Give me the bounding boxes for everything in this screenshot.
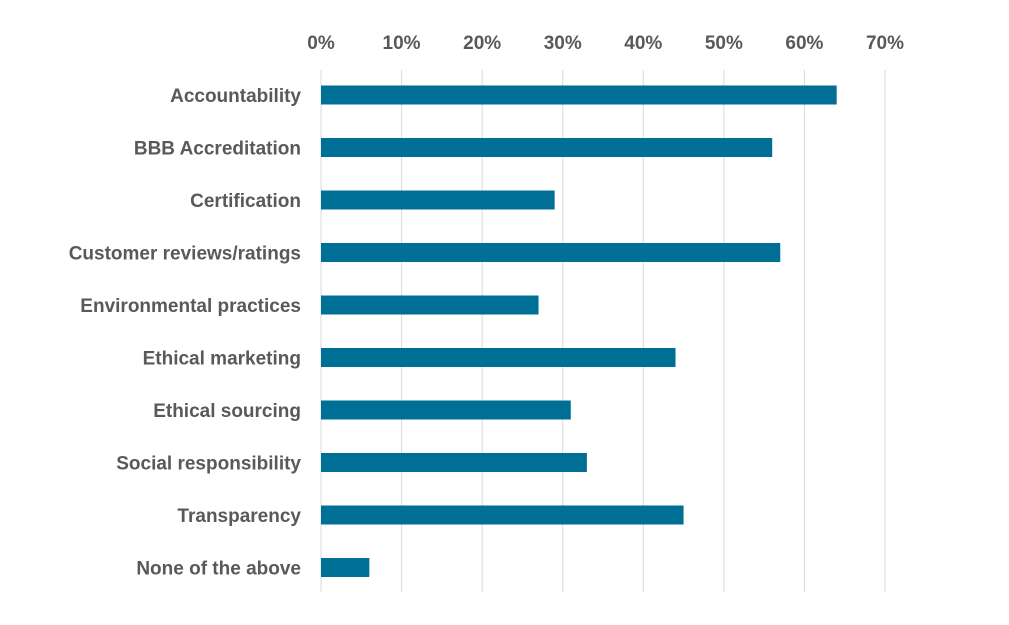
bar-transparency	[321, 505, 684, 525]
x-tick-label: 30%	[544, 33, 582, 54]
bar-bbb-accreditation	[321, 138, 773, 157]
category-label: Environmental practices	[80, 296, 301, 317]
category-label: Ethical marketing	[143, 349, 301, 370]
bar-social-responsibility	[321, 453, 587, 472]
x-tick-label: 40%	[624, 33, 662, 54]
category-label: Social responsibility	[116, 454, 301, 475]
category-label: Customer reviews/ratings	[69, 244, 301, 265]
category-label: None of the above	[136, 559, 301, 580]
bar-certification	[321, 190, 555, 210]
bar-customer-reviews-ratings	[321, 243, 781, 262]
x-tick-label: 0%	[307, 33, 335, 54]
category-label: Transparency	[177, 506, 301, 527]
bars	[321, 85, 837, 577]
x-tick-label: 60%	[785, 33, 823, 54]
category-label: BBB Accreditation	[134, 139, 301, 160]
x-tick-label: 10%	[383, 33, 421, 54]
category-label: Ethical sourcing	[153, 401, 301, 422]
bar-accountability	[321, 85, 837, 105]
bar-ethical-sourcing	[321, 400, 571, 420]
x-tick-label: 50%	[705, 33, 743, 54]
x-tick-label: 20%	[463, 33, 501, 54]
x-axis-ticks: 0% 10% 20% 30% 40% 50% 60% 70%	[307, 33, 904, 54]
bar-environmental-practices	[321, 295, 539, 315]
category-label: Certification	[190, 191, 301, 212]
category-label: Accountability	[170, 86, 301, 107]
x-tick-label: 70%	[866, 33, 904, 54]
bar-none-of-the-above	[321, 558, 370, 577]
bar-ethical-marketing	[321, 348, 676, 367]
category-labels: Accountability BBB Accreditation Certifica…	[69, 86, 302, 580]
